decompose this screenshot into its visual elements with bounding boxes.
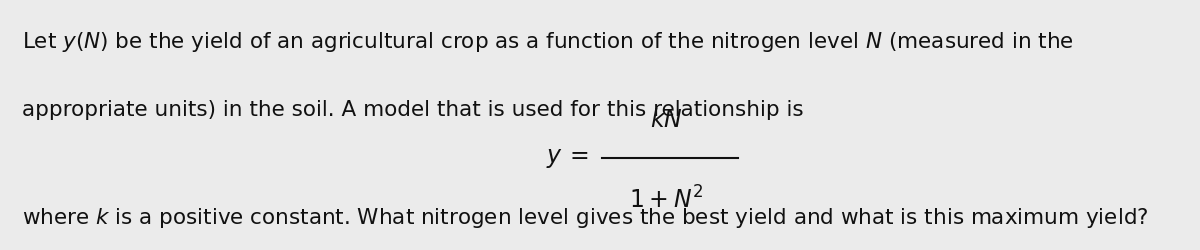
Text: $1 + N^2$: $1 + N^2$	[629, 186, 703, 214]
Text: Let $y(N)$ be the yield of an agricultural crop as a function of the nitrogen le: Let $y(N)$ be the yield of an agricultur…	[22, 30, 1074, 54]
Text: $kN$: $kN$	[649, 108, 683, 132]
Text: $y\, =\,$: $y\, =\,$	[546, 146, 588, 170]
Text: where $k$ is a positive constant. What nitrogen level gives the best yield and w: where $k$ is a positive constant. What n…	[22, 206, 1148, 230]
Text: appropriate units) in the soil. A model that is used for this relationship is: appropriate units) in the soil. A model …	[22, 100, 803, 120]
